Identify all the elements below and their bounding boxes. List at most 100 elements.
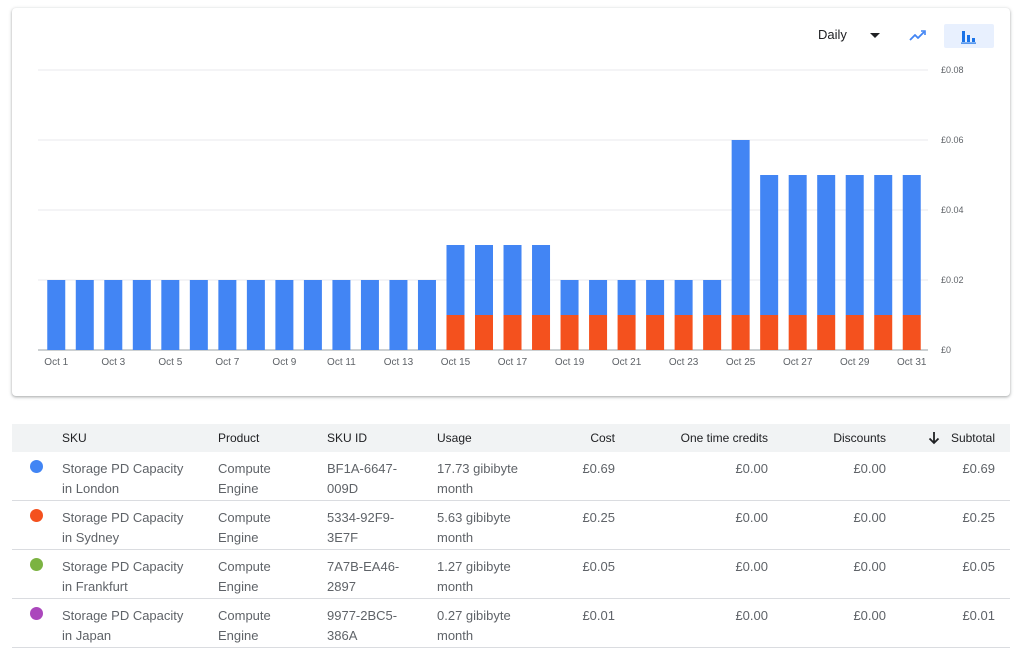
bar-segment [703, 315, 722, 350]
table-row[interactable]: Storage PD Capacity in Sydney Compute Engin… [12, 501, 1010, 550]
bar-segment [532, 245, 551, 315]
y-tick-label: £0.06 [941, 135, 964, 145]
x-tick-label: Oct 1 [44, 357, 68, 368]
y-tick-label: £0.08 [941, 65, 964, 75]
x-tick-label: Oct 5 [158, 357, 182, 368]
bar-segment [532, 315, 551, 350]
series-color-dot [30, 460, 43, 473]
bar-segment [646, 315, 665, 350]
bar-segment [189, 280, 208, 350]
sku-id-cell: BF1A-6647- 009D [327, 461, 398, 496]
x-tick-label: Oct 11 [327, 357, 356, 368]
line-view-button[interactable] [894, 24, 944, 48]
sku-cost-table: SKU Product SKU ID Usage Cost One time c… [12, 424, 1010, 648]
bar-segment [446, 245, 465, 315]
subtotal-cell: £0.05 [962, 559, 995, 574]
credits-cell: £0.00 [735, 510, 768, 525]
x-tick-label: Oct 7 [215, 357, 239, 368]
bar-segment [475, 315, 493, 350]
bar-segment [760, 315, 779, 350]
x-tick-label: Oct 13 [384, 357, 414, 368]
header-sku[interactable]: SKU [62, 431, 87, 445]
bar-segment [47, 280, 66, 350]
bar-segment [560, 280, 579, 315]
y-tick-label: £0.04 [941, 205, 964, 215]
usage-cell: 0.27 gibibyte month [437, 608, 511, 643]
x-tick-label: Oct 19 [555, 357, 585, 368]
header-subtotal[interactable]: Subtotal [950, 431, 995, 445]
bar-segment [218, 280, 237, 350]
x-tick-label: Oct 31 [897, 357, 927, 368]
bar-segment [246, 280, 265, 350]
bar-segment [817, 175, 836, 315]
header-one-time-credits[interactable]: One time credits [680, 431, 768, 445]
bar-segment [589, 280, 608, 315]
series-color-dot [30, 509, 43, 522]
sku-id-cell: 5334-92F9- 3E7F [327, 510, 395, 545]
series-color-dot [30, 558, 43, 571]
table-body: Storage PD Capacity in London Compute Engin… [12, 452, 1010, 648]
bar-segment [902, 175, 921, 315]
bar-segment [417, 280, 436, 350]
x-tick-label: Oct 29 [840, 357, 870, 368]
bar-segment [788, 175, 807, 315]
subtotal-cell: £0.69 [962, 461, 995, 476]
bar-segment [589, 315, 608, 350]
table-row[interactable]: Storage PD Capacity in London Compute Engin… [12, 452, 1010, 501]
bar-segment [617, 315, 636, 350]
bar-segment [75, 280, 94, 350]
x-tick-label: Oct 9 [272, 357, 296, 368]
sku-cell: Storage PD Capacity in Frankfurt [62, 559, 184, 594]
header-cost[interactable]: Cost [590, 431, 615, 445]
bar-view-button[interactable] [944, 24, 994, 48]
table-row[interactable]: Storage PD Capacity in Japan Compute Engine… [12, 599, 1010, 648]
usage-cell: 5.63 gibibyte month [437, 510, 511, 545]
bar-chart-icon [961, 31, 976, 44]
bar-segment [845, 175, 864, 315]
trend-line-icon [909, 30, 926, 41]
bar-segment [560, 315, 579, 350]
header-discounts[interactable]: Discounts [833, 431, 886, 445]
header-usage[interactable]: Usage [437, 431, 472, 445]
x-tick-label: Oct 21 [612, 357, 642, 368]
bar-segment [845, 315, 864, 350]
x-tick-label: Oct 23 [669, 357, 699, 368]
period-dropdown[interactable]: Daily [818, 26, 894, 46]
header-product[interactable]: Product [218, 431, 260, 445]
bar-segment [788, 315, 807, 350]
caret-down-icon [870, 33, 880, 38]
sku-cell: Storage PD Capacity in Sydney [62, 510, 184, 545]
bar-segment [332, 280, 351, 350]
bar-segment [817, 315, 836, 350]
x-tick-label: Oct 27 [783, 357, 813, 368]
y-tick-label: £0.02 [941, 275, 964, 285]
bar-segment [104, 280, 123, 350]
stacked-bar-chart: £0 £0.02 £0.04 £0.06 £0.08 Oct 1 Oct 3 Oct 5 Oct… [38, 65, 964, 368]
bar-segment [503, 245, 522, 315]
table-row[interactable]: Storage PD Capacity in Frankfurt Compute En… [12, 550, 1010, 599]
bar-segment [161, 280, 180, 350]
bar-segment [503, 315, 522, 350]
cost-cell: £0.05 [582, 559, 615, 574]
bar-segment [874, 315, 893, 350]
product-cell: Compute Engine [218, 608, 271, 643]
bar-segment [446, 315, 465, 350]
x-tick-label: Oct 15 [441, 357, 471, 368]
arrow-down-icon[interactable] [926, 430, 942, 446]
bar-segment [646, 280, 665, 315]
header-sku-id[interactable]: SKU ID [327, 431, 368, 445]
discounts-cell: £0.00 [853, 461, 886, 476]
credits-cell: £0.00 [735, 608, 768, 623]
discounts-cell: £0.00 [853, 608, 886, 623]
bar-segment [475, 245, 493, 315]
bar-segment [674, 315, 693, 350]
bar-segment [617, 280, 636, 315]
cost-cell: £0.69 [582, 461, 615, 476]
table-header: SKU Product SKU ID Usage Cost One time c… [12, 424, 1010, 452]
usage-cell: 1.27 gibibyte month [437, 559, 511, 594]
sku-cell: Storage PD Capacity in London [62, 461, 184, 496]
sku-id-cell: 7A7B-EA46- 2897 [327, 559, 400, 594]
discounts-cell: £0.00 [853, 559, 886, 574]
series-color-dot [30, 607, 43, 620]
usage-cell: 17.73 gibibyte month [437, 461, 518, 496]
